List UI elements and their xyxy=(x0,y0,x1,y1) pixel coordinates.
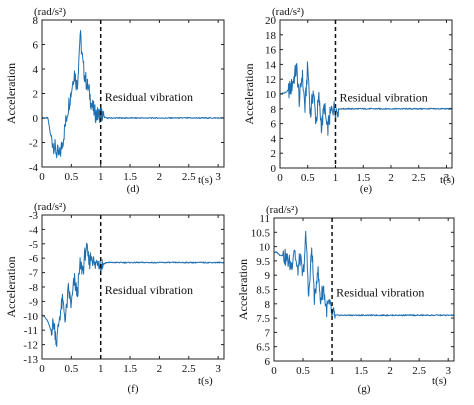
y-tick-label: -9 xyxy=(29,296,39,308)
x-tick-label: 2.5 xyxy=(412,172,426,184)
x-tick-label: 2.5 xyxy=(182,363,196,375)
y-tick-label: 10 xyxy=(259,242,271,254)
data-series-line xyxy=(41,242,225,347)
y-tick-label: 6.5 xyxy=(256,342,270,354)
y-tick-label: 8 xyxy=(265,299,271,311)
y-tick-label: 6 xyxy=(33,40,39,52)
y-tick-label: 16 xyxy=(265,45,277,57)
y-tick-label: 8 xyxy=(271,104,277,116)
y-tick-label: 9 xyxy=(265,270,271,282)
y-tick-label: -4 xyxy=(29,224,39,236)
y-tick-label: -7 xyxy=(29,268,39,280)
data-series-line xyxy=(41,30,225,159)
x-tick-label: 2.5 xyxy=(412,365,426,377)
y-tick-label: -13 xyxy=(23,354,38,366)
y-tick-label: 0 xyxy=(33,113,39,125)
x-tick-label: 2 xyxy=(388,172,394,184)
x-tick-label: 0.5 xyxy=(296,365,310,377)
panel-caption: (d) xyxy=(127,183,140,195)
x-tick-label: 1 xyxy=(333,172,339,184)
chart-panel: (rad/s²)Acceleration66.577.588.599.51010… xyxy=(236,204,455,395)
x-tick-label: 1 xyxy=(98,171,104,183)
y-tick-label: 20 xyxy=(265,15,277,27)
x-tick-label: 3 xyxy=(445,365,451,377)
data-series-line xyxy=(279,61,453,136)
x-tick-label: 1.5 xyxy=(123,171,137,183)
y-tick-label: -4 xyxy=(29,162,39,174)
y-axis-title: Acceleration xyxy=(242,63,256,124)
x-axis-title: t(s) xyxy=(440,174,455,186)
y-tick-label: -3 xyxy=(29,210,39,222)
y-tick-label: -8 xyxy=(29,282,39,294)
residual-vibration-label: Residual vibration xyxy=(105,283,193,297)
x-tick-label: 2 xyxy=(157,171,163,183)
panel-caption: (g) xyxy=(358,383,371,395)
residual-vibration-label: Residual vibration xyxy=(336,286,424,300)
x-tick-label: 3 xyxy=(215,171,221,183)
x-tick-label: 0.5 xyxy=(64,363,78,375)
x-tick-label: 2.5 xyxy=(182,171,196,183)
y-tick-label: 0 xyxy=(271,163,277,175)
x-tick-label: 1.5 xyxy=(356,172,370,184)
y-tick-label: 2 xyxy=(33,89,39,101)
y-tick-label: 10 xyxy=(265,89,277,101)
x-tick-label: 0 xyxy=(277,172,283,184)
y-tick-label: 8.5 xyxy=(256,285,270,297)
y-tick-label: -11 xyxy=(24,325,38,337)
y-axis-title: Acceleration xyxy=(236,259,250,320)
panel-caption: (e) xyxy=(360,183,373,195)
x-axis-title: t(s) xyxy=(198,174,213,186)
x-tick-label: 3 xyxy=(444,172,450,184)
x-tick-label: 0.5 xyxy=(64,171,78,183)
panel-caption: (f) xyxy=(128,383,139,395)
y-tick-label: -12 xyxy=(23,340,38,352)
y-tick-label: -6 xyxy=(29,253,39,265)
y-tick-label: -10 xyxy=(23,311,38,323)
unit-label: (rad/s²) xyxy=(34,201,66,213)
y-tick-label: 9.5 xyxy=(256,256,270,268)
x-tick-label: 1 xyxy=(98,363,104,375)
y-tick-label: -2 xyxy=(29,138,38,150)
unit-label: (rad/s²) xyxy=(34,6,66,18)
y-axis-title: Acceleration xyxy=(4,256,18,317)
y-tick-label: 6 xyxy=(265,356,271,368)
data-series-line xyxy=(273,230,455,319)
y-tick-label: 7 xyxy=(265,327,271,339)
y-tick-label: 6 xyxy=(271,119,277,131)
x-tick-label: 0.5 xyxy=(301,172,315,184)
y-tick-label: 11 xyxy=(259,213,270,225)
x-tick-label: 2 xyxy=(157,363,163,375)
x-tick-label: 1.5 xyxy=(123,363,137,375)
residual-vibration-label: Residual vibration xyxy=(339,90,427,104)
chart-panel: (rad/s²) Acceleration -13 -12 -11 -10 -9 -8 -7 -6… xyxy=(4,201,225,395)
y-tick-label: 10.5 xyxy=(251,227,271,239)
x-tick-label: 0 xyxy=(39,363,45,375)
y-axis-title: Acceleration xyxy=(4,63,18,124)
x-tick-label: 1 xyxy=(329,365,335,377)
y-tick-label: 7.5 xyxy=(256,313,270,325)
residual-vibration-label: Residual vibration xyxy=(105,90,193,104)
y-tick-label: 4 xyxy=(271,133,277,145)
y-tick-label: 4 xyxy=(33,64,39,76)
x-tick-label: 1.5 xyxy=(354,365,368,377)
x-axis-title: t(s) xyxy=(198,375,213,387)
y-tick-label: -5 xyxy=(29,239,39,251)
x-tick-label: 0 xyxy=(271,365,277,377)
y-tick-label: 12 xyxy=(265,74,276,86)
unit-label: (rad/s²) xyxy=(266,204,298,216)
y-tick-label: 14 xyxy=(265,59,277,71)
unit-label: (rad/s²) xyxy=(272,6,304,18)
y-tick-label: 2 xyxy=(271,148,277,160)
x-tick-label: 2 xyxy=(387,365,393,377)
y-tick-label: 8 xyxy=(33,15,39,27)
x-tick-label: 0 xyxy=(39,171,45,183)
y-tick-label: 18 xyxy=(265,30,277,42)
x-axis-title: t(s) xyxy=(432,375,447,387)
x-tick-label: 3 xyxy=(215,363,221,375)
chart-panel: (rad/s²) Acceleration -4 -2 0 2 4 6 8 0 0.5 1 1.5 2 2.… xyxy=(4,6,225,195)
